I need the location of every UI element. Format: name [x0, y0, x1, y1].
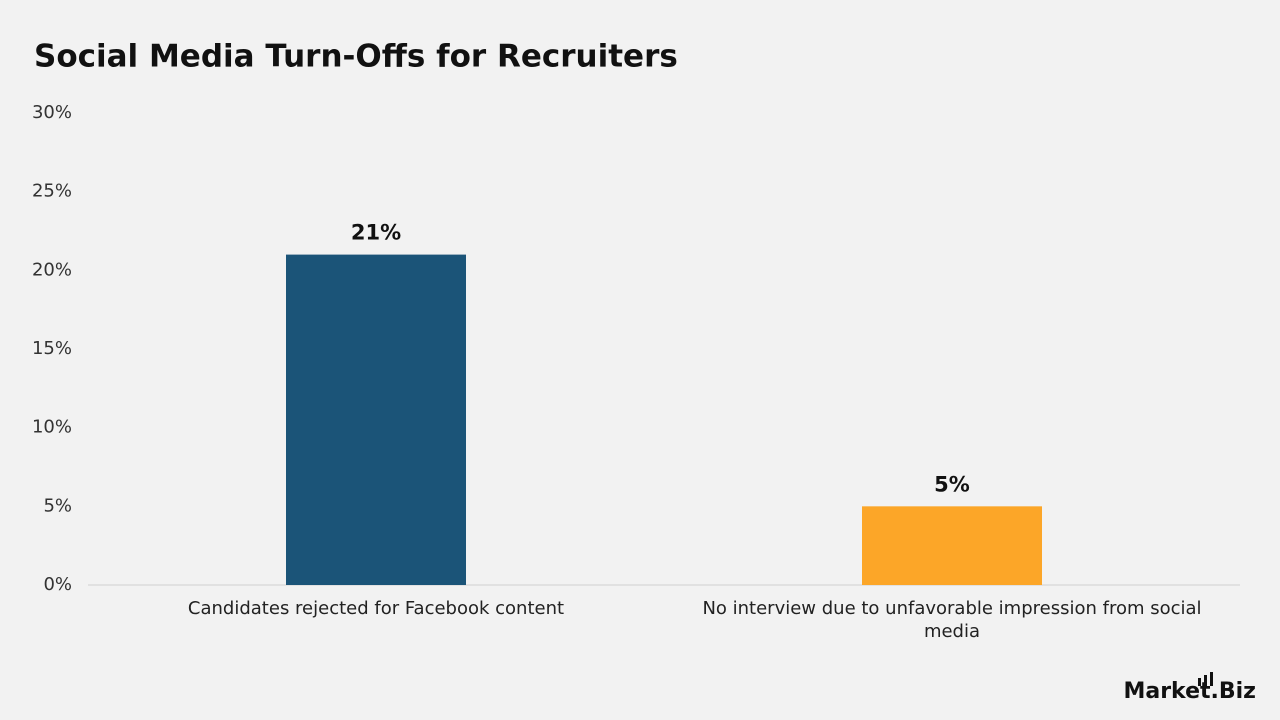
chart-title: Social Media Turn-Offs for Recruiters — [34, 39, 678, 75]
logo: Market.Biz — [1123, 679, 1256, 704]
logo-icon — [1198, 672, 1213, 686]
value-label: 21% — [351, 221, 401, 245]
y-tick-label: 0% — [43, 574, 72, 595]
y-tick-label: 20% — [32, 259, 72, 280]
y-tick-label: 5% — [43, 495, 72, 516]
y-tick-label: 15% — [32, 338, 72, 359]
bar — [862, 506, 1042, 585]
x-tick-label: No interview due to unfavorable impressi… — [702, 598, 1202, 642]
x-tick-label: Candidates rejected for Facebook content — [187, 598, 565, 619]
value-label: 5% — [934, 472, 970, 496]
y-tick-label: 30% — [32, 102, 72, 123]
y-tick-label: 25% — [32, 181, 72, 202]
bar — [286, 254, 466, 585]
y-tick-label: 10% — [32, 417, 72, 438]
